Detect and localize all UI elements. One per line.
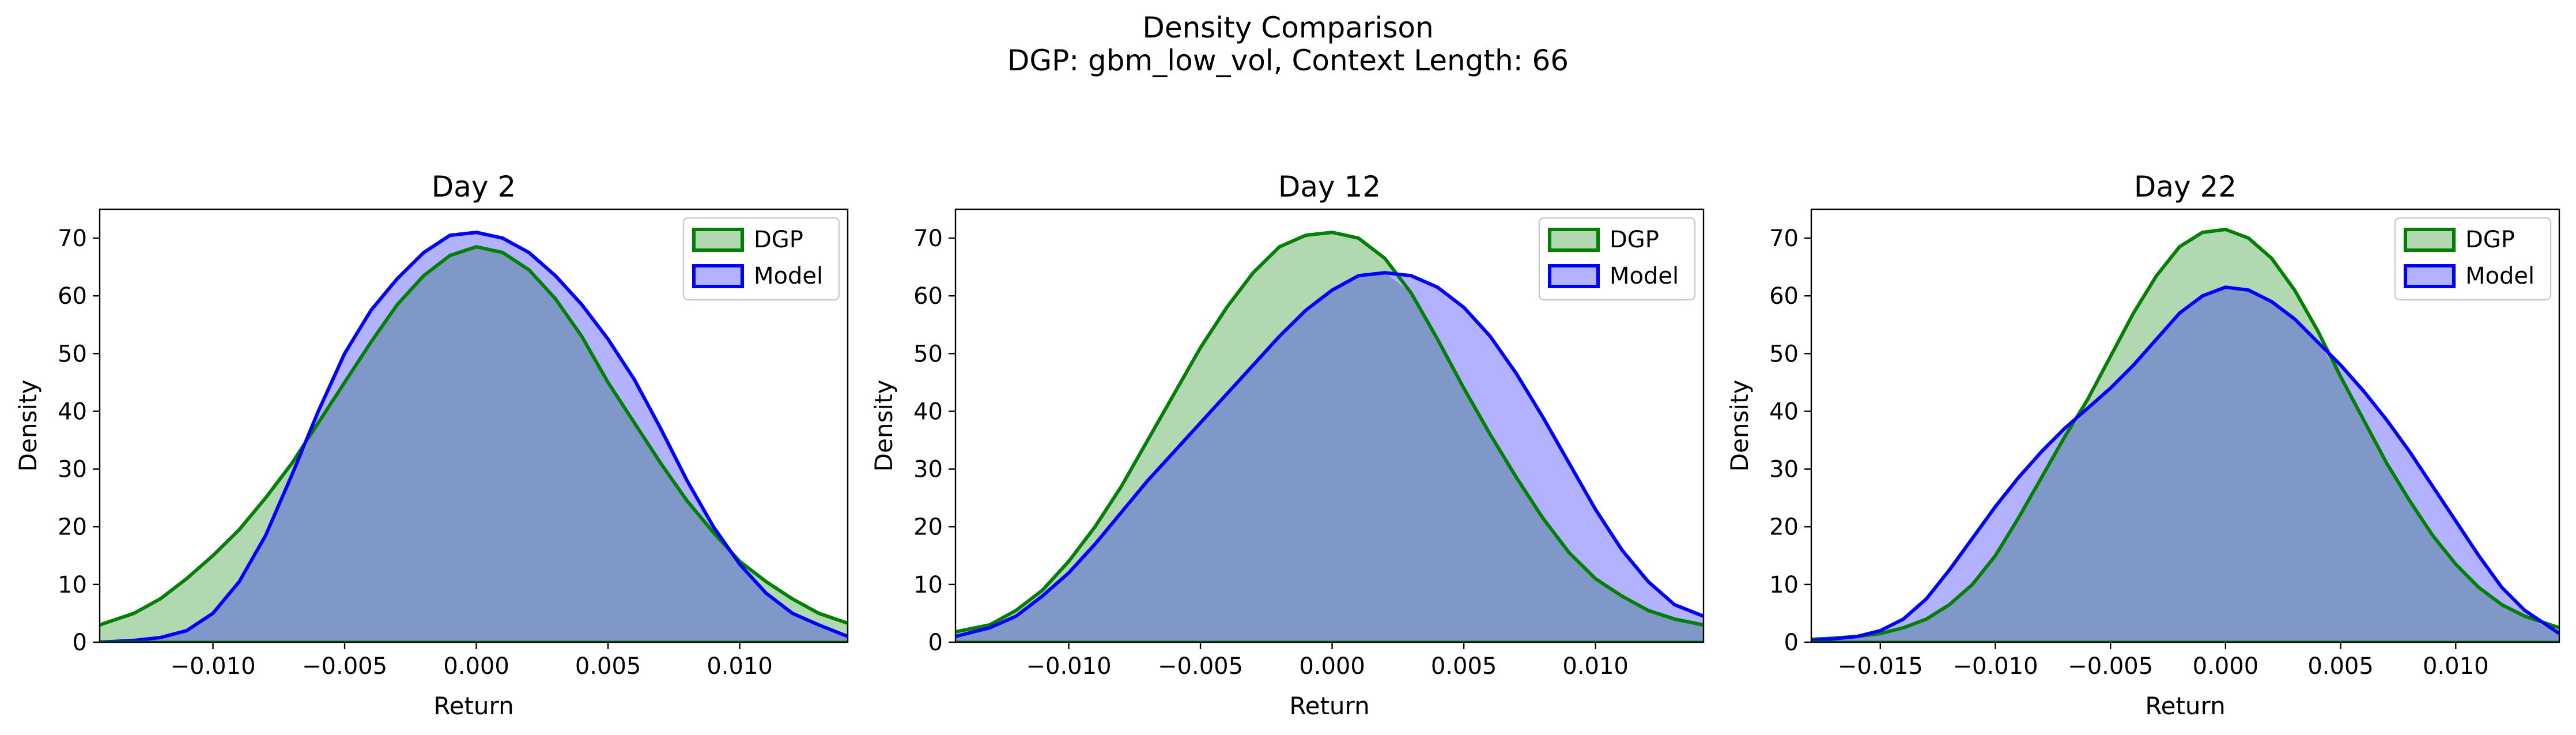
panel-title: Day 22: [2134, 170, 2237, 203]
x-tick-label: −0.010: [1026, 653, 1112, 680]
y-tick-label: 0: [928, 630, 943, 656]
y-tick-label: 40: [58, 398, 87, 425]
x-tick-label: 0.005: [1431, 653, 1497, 680]
model-density-line: [955, 271, 1704, 638]
panel-title: Day 2: [432, 170, 516, 203]
dgp-legend-swatch: [2404, 228, 2456, 252]
model-legend-label: Model: [2465, 263, 2535, 289]
model-legend-swatch: [1548, 264, 1600, 288]
y-tick-label: 30: [58, 457, 87, 483]
x-tick-label: 0.010: [707, 653, 773, 680]
dgp-density-line: [955, 231, 1704, 634]
y-tick-label: 10: [913, 572, 943, 598]
y-tick-label: 50: [58, 341, 87, 367]
figure-title: Density Comparison: [1142, 11, 1433, 44]
y-tick-label: 40: [1769, 398, 1799, 425]
plot-content: [955, 231, 1704, 642]
chart-panel-2: −0.010 −0.005 0.000 0.005 0.010 0 10 20 30 40 50 60…: [870, 170, 1705, 720]
plot-content: [100, 231, 848, 642]
chart-panel-3: −0.015 −0.010 −0.005 0.000 0.005 0.010 0 10 20 30…: [1725, 170, 2560, 720]
overlap-density-area: [100, 247, 848, 642]
dgp-legend-label: DGP: [2465, 227, 2515, 253]
y-tick-label: 30: [913, 457, 943, 483]
x-tick-label: −0.005: [302, 653, 387, 680]
y-tick-label: 10: [1769, 572, 1799, 598]
dgp-legend-label: DGP: [754, 227, 803, 253]
y-tick-label: 20: [58, 514, 87, 541]
figure-subtitle: DGP: gbm_low_vol, Context Length: 66: [1007, 44, 1569, 77]
x-tick-label: −0.005: [1158, 653, 1243, 680]
y-tick-label: 0: [1784, 630, 1799, 656]
y-tick-label: 70: [1769, 225, 1799, 252]
dgp-density-line: [1811, 228, 2559, 641]
axes-frame: [1810, 208, 2560, 643]
model-legend-label: Model: [1610, 263, 1679, 289]
x-tick-label: 0.010: [1562, 653, 1629, 680]
legend: DGP Model: [2394, 217, 2552, 301]
y-tick-label: 50: [1769, 341, 1799, 367]
panel-title: Day 12: [1278, 170, 1381, 203]
y-tick-label: 60: [913, 283, 943, 310]
y-tick-label: 40: [913, 398, 943, 425]
axes-frame: [99, 208, 849, 643]
x-axis-label: Return: [433, 692, 513, 720]
x-tick-label: 0.000: [2193, 653, 2259, 680]
x-tick-label: 0.005: [2307, 653, 2374, 680]
y-axis-label: Density: [1725, 380, 1754, 472]
x-axis-label: Return: [2145, 692, 2225, 720]
y-axis-label: Density: [14, 380, 42, 472]
panels: −0.010 −0.005 0.000 0.005 0.010 0 10 20 30 40 50 60…: [14, 170, 2560, 720]
x-tick-label: −0.010: [1952, 653, 2038, 680]
y-tick-label: 70: [913, 225, 943, 252]
x-tick-label: −0.010: [171, 653, 256, 680]
dgp-legend-label: DGP: [1610, 227, 1659, 253]
chart-panel-1: −0.010 −0.005 0.000 0.005 0.010 0 10 20 30 40 50 60…: [14, 170, 849, 720]
model-legend-swatch: [692, 264, 744, 288]
legend: DGP Model: [1538, 217, 1696, 301]
dgp-legend-swatch: [692, 228, 744, 252]
x-tick-label: 0.000: [1299, 653, 1365, 680]
y-tick-label: 60: [1769, 283, 1799, 310]
y-tick-label: 20: [1769, 514, 1799, 541]
model-legend-label: Model: [754, 263, 823, 289]
legend: DGP Model: [682, 217, 840, 301]
x-tick-label: 0.010: [2423, 653, 2489, 680]
y-tick-label: 20: [913, 514, 943, 541]
y-tick-label: 50: [913, 341, 943, 367]
model-density-line: [100, 231, 848, 642]
x-tick-label: −0.005: [2068, 653, 2153, 680]
y-tick-label: 60: [58, 283, 87, 310]
overlap-density-area: [955, 273, 1704, 642]
model-legend-swatch: [2404, 264, 2456, 288]
plot-content: [1811, 228, 2559, 642]
y-tick-label: 0: [73, 630, 87, 656]
y-tick-label: 30: [1769, 457, 1799, 483]
y-tick-label: 70: [58, 225, 87, 252]
x-tick-label: −0.015: [1838, 653, 1923, 680]
x-axis-label: Return: [1289, 692, 1369, 720]
x-tick-label: 0.000: [443, 653, 509, 680]
model-density-line: [1811, 285, 2559, 642]
axes-frame: [954, 208, 1705, 643]
x-tick-label: 0.005: [575, 653, 641, 680]
dgp-legend-swatch: [1548, 228, 1600, 252]
y-axis-label: Density: [870, 380, 898, 472]
y-tick-label: 10: [58, 572, 87, 598]
